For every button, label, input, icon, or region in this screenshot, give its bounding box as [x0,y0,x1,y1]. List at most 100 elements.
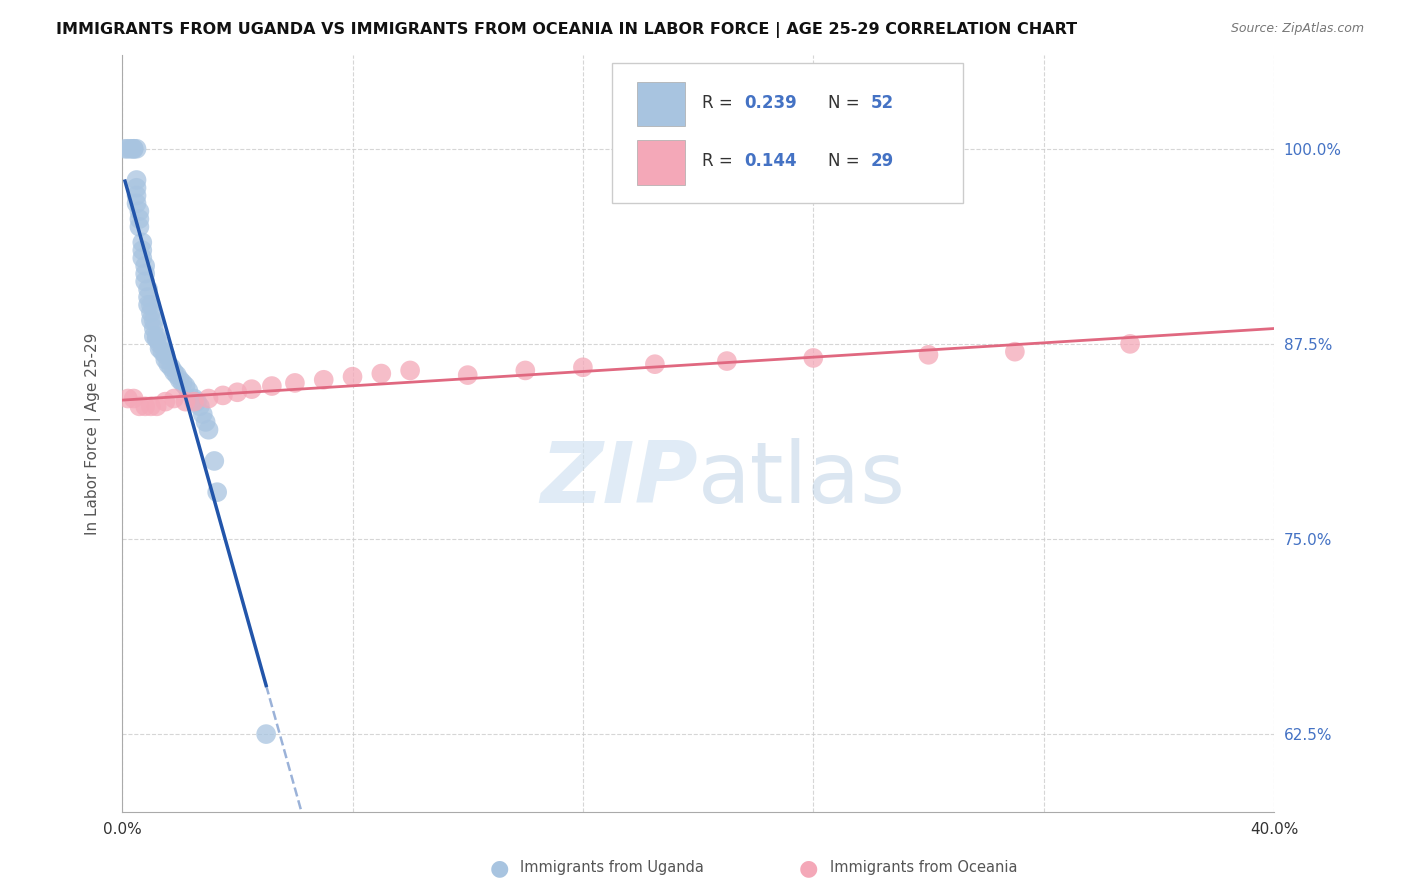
Point [139,306,162,320]
Point [128,204,150,219]
Point [284,376,307,390]
Point [260,379,283,393]
Point [163,392,186,406]
Point [139,298,162,312]
Point [122,392,145,406]
Point [136,298,159,312]
Point [205,485,228,500]
Point [142,313,165,327]
Point [212,388,235,402]
Bar [637,140,686,186]
Point [145,400,167,414]
Point [515,363,537,377]
Point [114,142,136,156]
Bar [637,81,686,127]
Point [240,382,263,396]
Point [125,142,148,156]
Point [155,348,177,362]
Point [148,342,170,356]
Point [152,344,174,359]
Point [188,400,211,414]
Point [142,321,165,335]
Text: R =: R = [702,94,738,112]
Point [342,369,364,384]
Point [120,142,142,156]
Point [166,368,188,383]
Point [145,332,167,346]
Point [145,329,167,343]
Point [134,259,156,273]
Point [186,394,208,409]
Point [716,354,738,368]
Text: Immigrants from Oceania: Immigrants from Oceania [830,861,1017,875]
Text: Immigrants from Uganda: Immigrants from Uganda [520,861,704,875]
Point [191,407,214,421]
Point [169,373,191,387]
Point [134,275,156,289]
Point [155,394,177,409]
Text: N =: N = [828,153,865,170]
Point [194,415,217,429]
Point [125,196,148,211]
Point [226,385,249,400]
Point [177,384,200,398]
Point [128,219,150,234]
Point [148,337,170,351]
Point [644,357,666,371]
Text: ●: ● [799,858,818,878]
Point [197,423,219,437]
Point [183,394,205,409]
Point [117,142,139,156]
Point [125,188,148,202]
Point [202,454,225,468]
Point [128,212,150,227]
Point [128,400,150,414]
Text: IMMIGRANTS FROM UGANDA VS IMMIGRANTS FROM OCEANIA IN LABOR FORCE | AGE 25-29 COR: IMMIGRANTS FROM UGANDA VS IMMIGRANTS FRO… [56,22,1077,38]
Point [183,392,205,406]
Text: atlas: atlas [699,438,905,521]
Point [254,727,277,741]
Point [125,181,148,195]
Point [134,400,156,414]
FancyBboxPatch shape [612,62,963,202]
Point [131,235,153,250]
Point [163,365,186,379]
Point [125,173,148,187]
Point [122,142,145,156]
Point [917,348,939,362]
Point [172,376,194,390]
Point [134,267,156,281]
Text: ZIP: ZIP [540,438,699,521]
Point [197,392,219,406]
Point [399,363,422,377]
Point [131,244,153,258]
Point [1119,337,1142,351]
Point [174,394,197,409]
Point [131,251,153,265]
Point [572,360,595,375]
Text: 29: 29 [870,153,894,170]
Point [801,351,824,365]
Point [136,290,159,304]
Point [160,360,183,375]
Text: R =: R = [702,153,738,170]
Point [117,392,139,406]
Point [122,142,145,156]
Point [174,379,197,393]
Text: N =: N = [828,94,865,112]
Point [139,313,162,327]
Point [457,368,479,383]
Point [136,282,159,296]
Text: 0.239: 0.239 [744,94,797,112]
Point [139,400,162,414]
Point [142,329,165,343]
Text: ●: ● [489,858,509,878]
Y-axis label: In Labor Force | Age 25-29: In Labor Force | Age 25-29 [86,333,101,535]
Text: Source: ZipAtlas.com: Source: ZipAtlas.com [1230,22,1364,36]
Point [1004,344,1026,359]
Text: 52: 52 [870,94,894,112]
Point [155,352,177,367]
Point [312,373,335,387]
Text: 0.144: 0.144 [744,153,797,170]
Point [157,357,180,371]
